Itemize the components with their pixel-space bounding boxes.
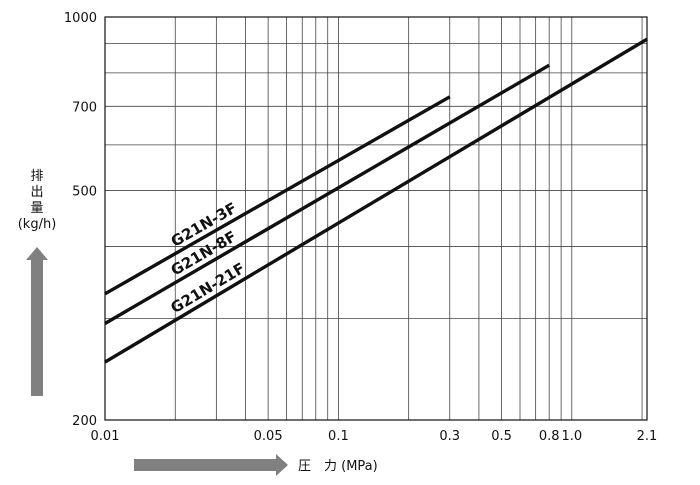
y-tick-label: 200	[72, 414, 97, 429]
x-tick-label: 0.5	[491, 429, 512, 444]
x-axis-arrow	[134, 454, 288, 476]
x-tick-label: 0.05	[254, 429, 283, 444]
x-tick-label: 2.1	[637, 429, 658, 444]
y-tick-label: 500	[72, 185, 97, 200]
y-axis-arrow	[26, 247, 48, 396]
series-line-g21n-3f	[104, 95, 451, 296]
series-line-g21n-21f	[104, 37, 648, 364]
y-axis-label-char: 量	[30, 201, 43, 216]
series-line-g21n-8f	[104, 63, 551, 325]
x-tick-label: 0.3	[439, 429, 460, 444]
y-axis-label: 排 出 量 (kg/h)	[18, 169, 57, 232]
y-axis-label-char: 排	[30, 169, 43, 184]
grid	[105, 17, 647, 420]
x-tick-label: 0.01	[91, 429, 120, 444]
x-tick-label: 0.8	[539, 429, 560, 444]
x-tick-label: 0.1	[328, 429, 349, 444]
y-axis-tick-labels: 200 500 700 1000	[64, 11, 97, 429]
plot-frame	[104, 16, 648, 421]
y-axis-label-unit: (kg/h)	[18, 217, 57, 232]
x-axis-label: 圧 力 (MPa)	[298, 459, 378, 474]
y-tick-label: 1000	[64, 11, 97, 26]
x-axis-tick-labels: 0.01 0.05 0.1 0.3 0.5 0.8 1.0 2.1	[91, 429, 658, 444]
series-lines	[104, 37, 648, 364]
y-tick-label: 700	[72, 100, 97, 115]
y-axis-label-char: 出	[30, 185, 43, 200]
x-tick-label: 1.0	[561, 429, 582, 444]
